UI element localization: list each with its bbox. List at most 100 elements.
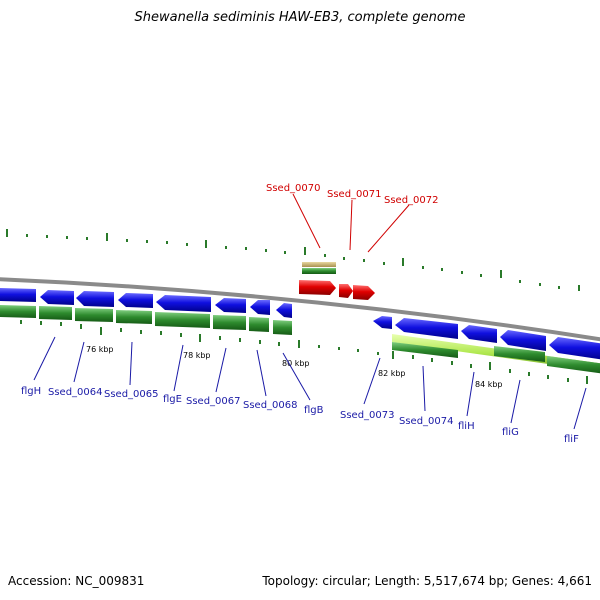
cds-arrow[interactable] <box>215 298 246 313</box>
gene-track-bar <box>155 312 210 328</box>
tick-mark <box>20 320 22 324</box>
tick-mark <box>567 378 569 382</box>
genome-backbone <box>0 277 600 342</box>
tick-mark <box>539 283 541 286</box>
cds-arrow[interactable] <box>461 325 497 343</box>
tick-mark <box>422 266 424 269</box>
cds-arrow-ssed-0071[interactable] <box>339 284 353 298</box>
tick-mark <box>6 229 8 237</box>
leader-line <box>256 349 267 397</box>
tick-mark <box>146 240 148 243</box>
gene-track-bar <box>0 305 36 318</box>
reverse-strand-track <box>0 288 600 360</box>
forward-strand-track <box>299 262 375 300</box>
gene-track-bar <box>39 306 72 320</box>
gene-label-ssed-0071[interactable]: Ssed_0071 <box>327 189 382 200</box>
cds-arrow-ssed-0072[interactable] <box>353 285 375 300</box>
tick-mark <box>470 364 472 368</box>
cds-arrow-ssed-0070[interactable] <box>299 280 336 295</box>
tick-mark <box>383 262 385 265</box>
tick-mark <box>363 259 365 262</box>
tick-mark <box>528 372 530 376</box>
cds-arrow[interactable] <box>118 293 153 308</box>
leader-line <box>173 344 184 392</box>
gene-label-flge[interactable]: flgE <box>163 394 182 405</box>
forward-label-leaders <box>292 193 410 253</box>
tick-mark <box>199 334 201 342</box>
gene-label-ssed-0065[interactable]: Ssed_0065 <box>104 389 159 400</box>
leader-line <box>573 387 587 430</box>
scale-label: 82 kbp <box>378 369 406 378</box>
tick-mark <box>519 280 521 283</box>
tick-mark <box>377 352 379 355</box>
gene-label-ssed-0068[interactable]: Ssed_0068 <box>243 400 298 411</box>
reverse-label-leaders <box>33 336 587 430</box>
gene-track-bar <box>547 356 600 374</box>
cds-arrow[interactable] <box>395 318 458 339</box>
accession-text: Accession: NC_009831 <box>8 574 145 588</box>
scale-label: 78 kbp <box>183 351 211 360</box>
tick-mark <box>338 347 340 350</box>
tick-mark <box>26 234 28 237</box>
cds-arrow[interactable] <box>500 330 546 351</box>
gene-label-ssed-0073[interactable]: Ssed_0073 <box>340 410 395 421</box>
gene-track-bar <box>75 308 113 322</box>
gene-label-flih[interactable]: fliH <box>458 421 475 432</box>
cds-arrow[interactable] <box>549 337 600 360</box>
tick-mark <box>489 362 491 370</box>
tick-mark <box>324 254 326 257</box>
gene-track-bar <box>116 310 152 324</box>
map-title: Shewanella sediminis HAW-EB3, complete g… <box>134 10 466 25</box>
leader-line <box>422 365 426 412</box>
gene-label-ssed-0072[interactable]: Ssed_0072 <box>384 195 439 206</box>
tick-mark <box>402 258 404 266</box>
tick-mark <box>166 241 168 244</box>
tick-mark <box>298 340 300 348</box>
tick-mark <box>239 338 241 342</box>
tick-mark <box>219 336 221 340</box>
tick-mark <box>186 243 188 246</box>
tick-mark <box>451 361 453 365</box>
leader-line <box>292 193 321 249</box>
tick-mark <box>578 285 580 291</box>
cds-arrow[interactable] <box>76 291 114 307</box>
gene-label-ssed-0074[interactable]: Ssed_0074 <box>399 416 454 427</box>
outer-tick-track <box>6 229 580 291</box>
gene-label-flig[interactable]: fliG <box>502 427 519 438</box>
gene-track-bar <box>249 317 269 332</box>
gene-label-ssed-0067[interactable]: Ssed_0067 <box>186 396 241 407</box>
gene-track-bar <box>273 320 292 335</box>
tick-mark <box>245 247 247 250</box>
cds-arrow[interactable] <box>40 290 74 305</box>
gene-label-flif[interactable]: fliF <box>564 434 579 445</box>
tick-mark <box>120 328 122 332</box>
gene-label-flgb[interactable]: flgB <box>304 405 324 416</box>
gene-track-bar <box>302 268 336 274</box>
tick-mark <box>225 246 227 249</box>
tick-mark <box>412 355 414 359</box>
leader-line <box>129 341 133 386</box>
gene-label-ssed-0070[interactable]: Ssed_0070 <box>266 183 321 194</box>
gene-track-bar <box>302 262 336 267</box>
cds-arrow[interactable] <box>276 303 292 318</box>
cds-arrow[interactable] <box>373 316 392 329</box>
tick-mark <box>80 324 82 329</box>
cds-arrow[interactable] <box>0 288 36 302</box>
leader-line <box>33 336 56 381</box>
forward-gene-labels: Ssed_0070 Ssed_0071 Ssed_0072 <box>266 183 439 206</box>
cds-arrow[interactable] <box>156 295 211 312</box>
tick-mark <box>558 286 560 289</box>
tick-mark <box>205 240 207 248</box>
tick-mark <box>318 345 320 348</box>
leader-line <box>510 379 521 424</box>
tick-mark <box>278 342 280 346</box>
tick-mark <box>46 235 48 238</box>
cds-arrow[interactable] <box>250 300 270 315</box>
scale-label: 84 kbp <box>475 380 503 389</box>
gene-track-bar <box>392 342 458 358</box>
tick-mark <box>304 247 306 255</box>
gene-label-ssed-0064[interactable]: Ssed_0064 <box>48 387 103 398</box>
gene-label-flgh[interactable]: flgH <box>21 386 41 397</box>
